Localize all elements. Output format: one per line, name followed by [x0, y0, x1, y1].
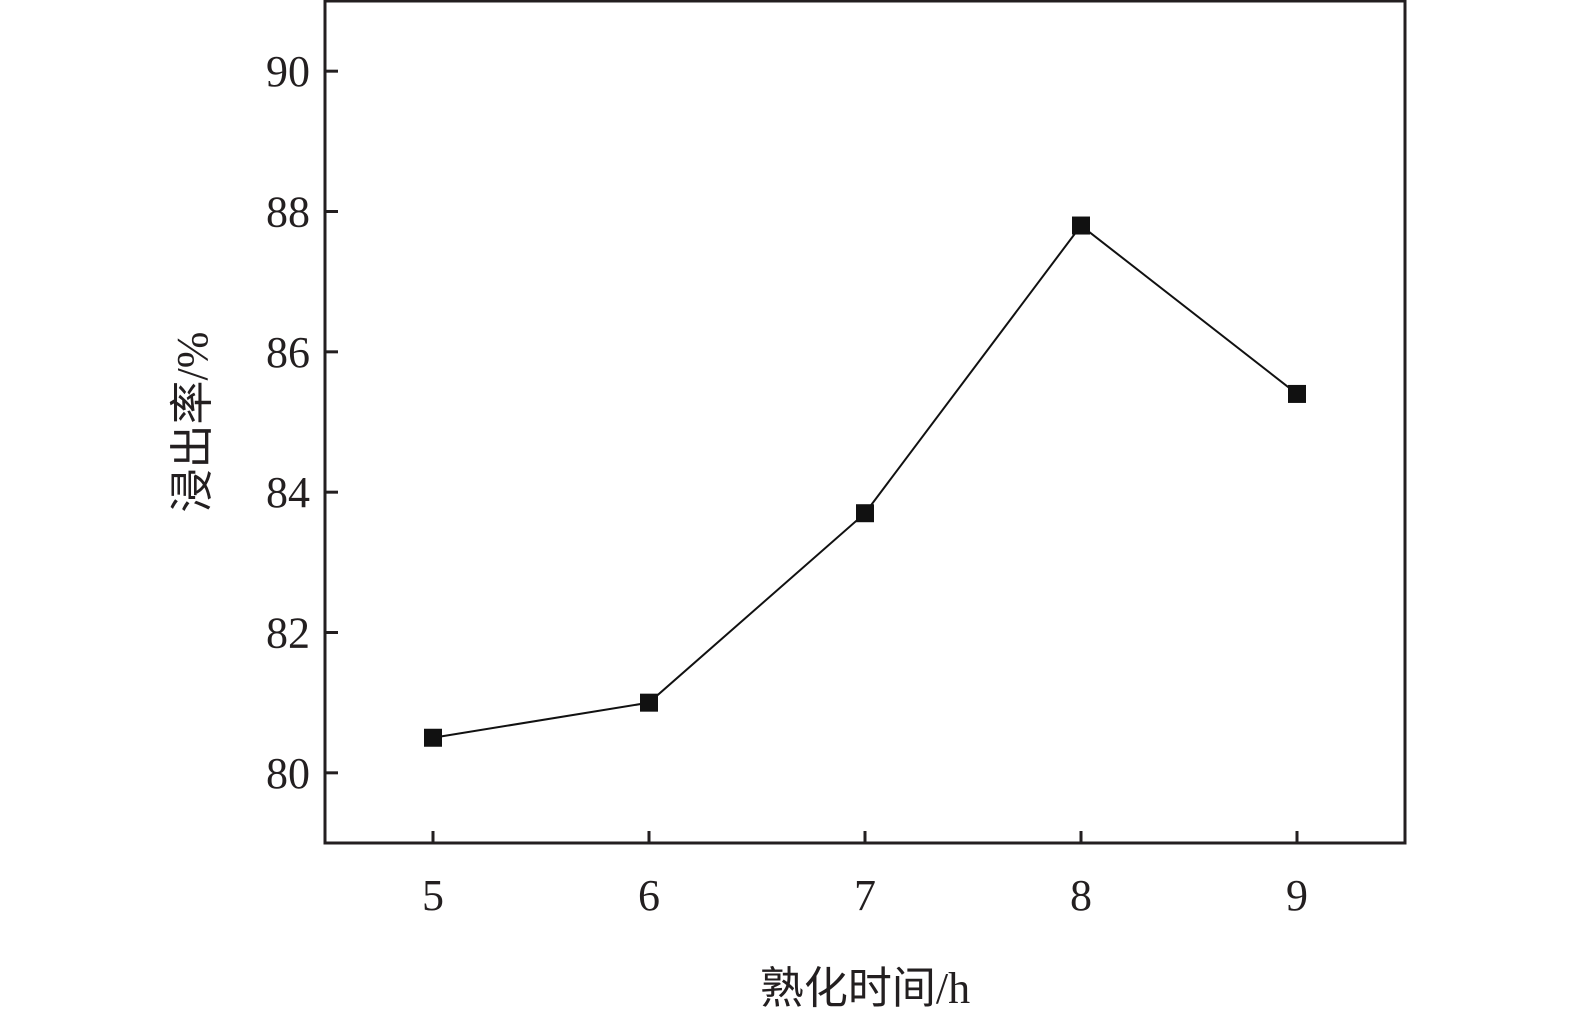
y-tick-label: 84	[266, 468, 310, 517]
y-axis-label: 浸出率/%	[168, 332, 217, 513]
data-point	[424, 728, 442, 747]
series-line	[432, 224, 1298, 739]
y-tick-label: 90	[266, 47, 310, 96]
y-tick-label: 80	[266, 749, 310, 798]
data-point	[640, 693, 658, 712]
x-tick-label: 9	[1286, 871, 1308, 920]
x-tick-label: 8	[1070, 871, 1092, 920]
y-tick-label: 88	[266, 188, 310, 237]
x-axis-label: 熟化时间/h	[760, 964, 970, 1013]
data-point	[1072, 216, 1090, 235]
y-tick-label: 82	[266, 609, 310, 658]
x-tick-label: 6	[638, 871, 660, 920]
x-tick-label: 5	[422, 871, 444, 920]
data-point	[856, 504, 874, 523]
y-tick-label: 86	[266, 328, 310, 377]
x-tick-label: 7	[854, 871, 876, 920]
plot-frame	[323, 0, 1407, 845]
data-point	[1288, 384, 1306, 403]
